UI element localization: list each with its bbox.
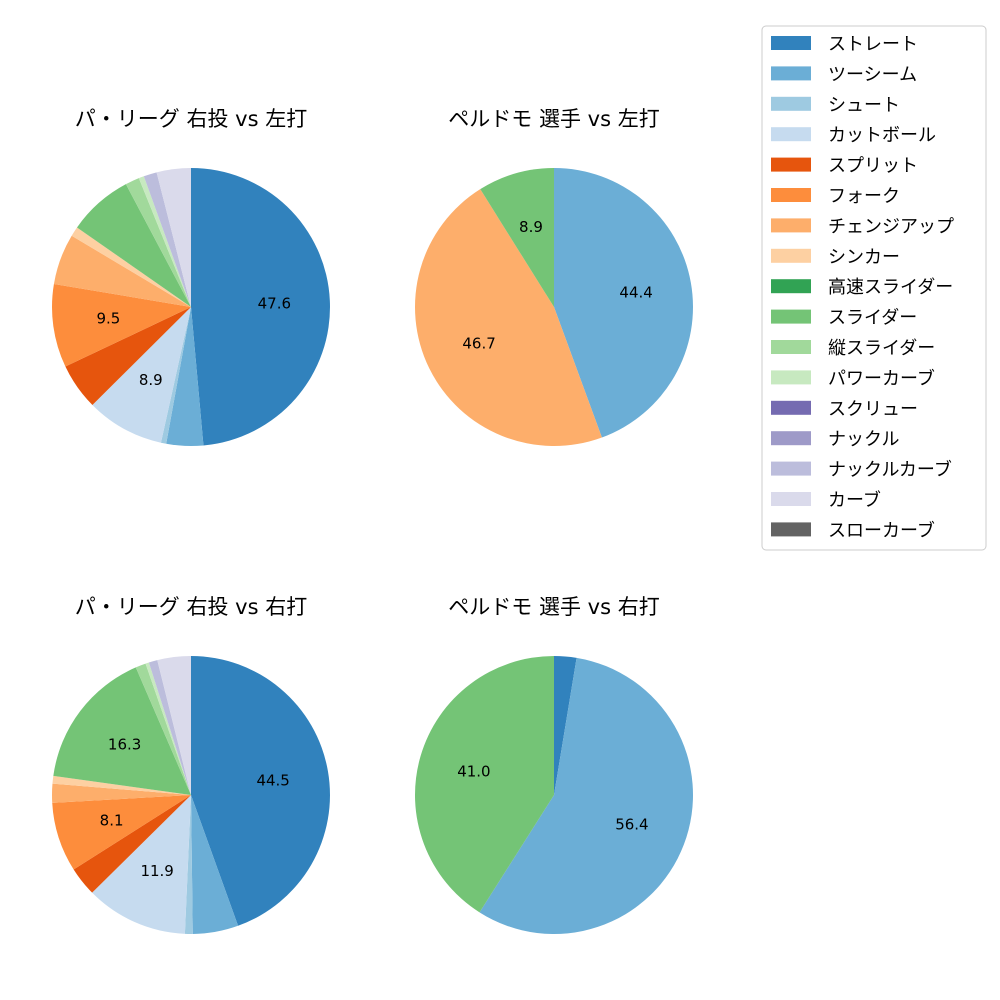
pie-slice — [415, 189, 602, 446]
pie-slice — [156, 168, 191, 307]
slice-value-label: 11.9 — [140, 862, 173, 880]
slice-value-label: 9.5 — [96, 309, 120, 327]
pie-slice — [138, 176, 191, 307]
slice-value-label: 8.9 — [139, 371, 163, 389]
legend-swatch — [771, 248, 811, 263]
pie-slice — [77, 184, 191, 307]
legend-frame — [761, 25, 987, 551]
legend-swatch — [771, 157, 811, 172]
pie-slice — [148, 660, 191, 795]
legend-swatch — [771, 127, 811, 142]
legend-swatch — [771, 96, 811, 111]
legend-swatch — [771, 218, 811, 233]
legend: ストレートツーシームシュートカットボールスプリットフォークチェンジアップシンカー… — [761, 25, 987, 551]
pie-charts: パ・リーグ 右投 vs 左打 47.6 8.9 9.5 ペルドモ 選手 vs 左打 44.… — [51, 107, 694, 935]
pie-slice — [191, 795, 239, 934]
pie-chart-1: パ・リーグ 右投 vs 左打 47.6 8.9 9.5 — [52, 107, 330, 447]
pie-slice — [143, 172, 191, 307]
pie-slice — [125, 178, 191, 307]
pie-slice — [92, 795, 191, 934]
slice-value-label: 46.7 — [462, 335, 495, 353]
pie-slice — [191, 168, 330, 446]
slice-value-label: 47.6 — [258, 294, 291, 312]
pie-slice — [52, 283, 191, 367]
legend-swatch — [771, 492, 811, 506]
pie-slice — [73, 795, 191, 893]
chart-title: ペルドモ 選手 vs 左打 — [448, 107, 659, 131]
pie-slice — [160, 307, 191, 444]
legend-swatch — [771, 461, 811, 476]
pie-chart-2: ペルドモ 選手 vs 左打 44.4 46.7 8.9 — [415, 107, 693, 446]
legend-label: シンカー — [828, 247, 900, 268]
pie-slice — [135, 663, 191, 795]
legend-label: フォーク — [828, 186, 900, 207]
legend-label: 高速スライダー — [828, 277, 953, 298]
legend-swatch — [771, 188, 811, 202]
slice-value-label: 8.1 — [100, 812, 124, 830]
pie-slice — [145, 662, 191, 795]
legend-label: チェンジアップ — [828, 216, 954, 237]
slice-value-label: 8.9 — [519, 218, 543, 236]
pie-slice — [52, 775, 192, 795]
legend-swatch — [771, 66, 811, 81]
legend-label: ナックルカーブ — [828, 459, 952, 481]
pie-slice — [415, 656, 554, 913]
legend-swatch — [771, 36, 811, 50]
slice-value-label: 44.5 — [256, 772, 289, 790]
legend-swatch — [771, 522, 811, 537]
chart-title: パ・リーグ 右投 vs 左打 — [75, 107, 307, 131]
pie-chart-3: パ・リーグ 右投 vs 右打 44.5 11.9 8.1 16.3 — [51, 595, 330, 935]
legend-label: ツーシーム — [828, 64, 917, 85]
slice-value-label: 44.4 — [619, 283, 652, 301]
pie-slice — [71, 227, 191, 307]
pie-slice — [53, 235, 192, 307]
slice-value-label: 56.4 — [615, 816, 648, 834]
legend-label: カットボール — [828, 125, 936, 146]
legend-label: パワーカーブ — [828, 367, 935, 389]
legend-label: シュート — [828, 95, 900, 116]
pie-slice — [554, 656, 577, 795]
pie-slice — [480, 168, 554, 307]
legend-swatch — [771, 309, 811, 324]
pie-slice — [157, 656, 191, 795]
pie-slice — [92, 307, 191, 443]
chart-title: パ・リーグ 右投 vs 右打 — [75, 595, 307, 619]
legend-label: ナックル — [828, 429, 899, 450]
legend-label: 縦スライダー — [828, 338, 935, 359]
pie-slice — [52, 795, 191, 870]
legend-label: スクリュー — [828, 399, 918, 420]
chart-title: ペルドモ 選手 vs 右打 — [448, 595, 659, 619]
legend-label: ストレート — [828, 34, 918, 55]
legend-swatch — [771, 340, 811, 354]
slice-value-label: 16.3 — [108, 736, 141, 754]
legend-swatch — [771, 431, 811, 446]
legend-swatch — [771, 370, 811, 385]
legend-label: スライダー — [828, 308, 917, 329]
pie-slice — [184, 795, 193, 935]
pie-slice — [554, 168, 693, 438]
pie-slice — [166, 307, 204, 447]
legend-label: カーブ — [828, 489, 881, 511]
pie-slice — [65, 307, 191, 405]
pie-slice — [479, 657, 694, 934]
pie-chart-4: ペルドモ 選手 vs 右打 56.4 41.0 — [415, 595, 694, 934]
pie-slice — [51, 783, 192, 803]
slice-value-label: 41.0 — [457, 763, 490, 781]
pie-slice — [53, 667, 191, 795]
legend-label: スローカーブ — [828, 519, 935, 541]
legend-swatch — [771, 400, 811, 415]
legend-swatch — [771, 279, 811, 294]
legend-label: スプリット — [828, 156, 918, 177]
pie-slice — [191, 656, 330, 926]
